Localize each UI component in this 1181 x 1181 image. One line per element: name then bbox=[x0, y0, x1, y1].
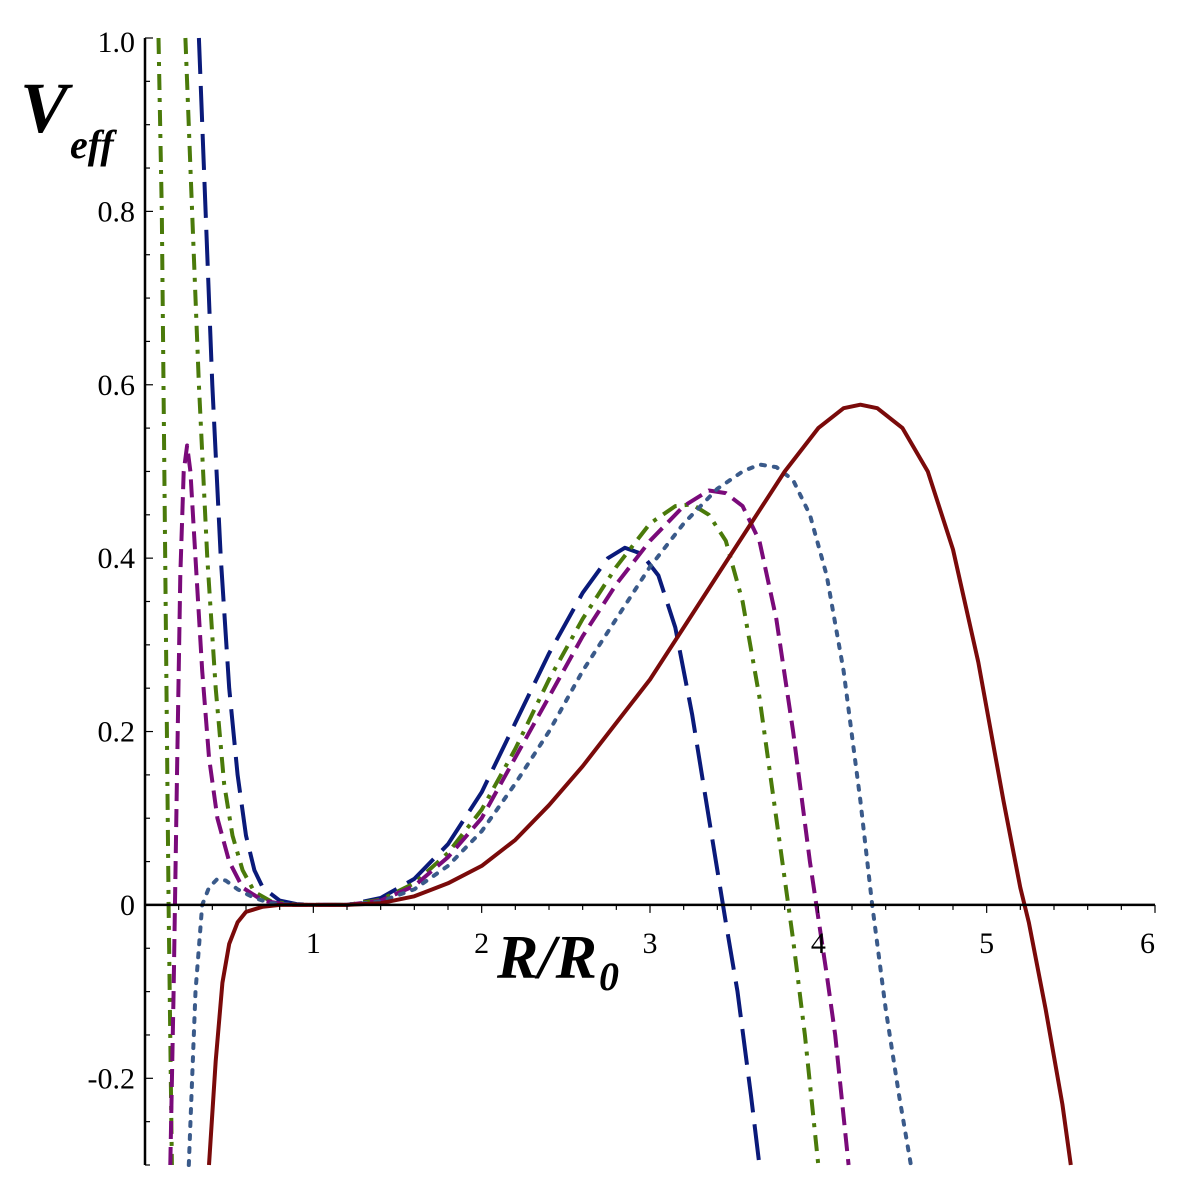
x-tick-label: 4 bbox=[811, 927, 826, 960]
y-tick-label: 0.6 bbox=[98, 369, 136, 402]
series-line-dash-dot bbox=[156, 37, 174, 1166]
y-tick-label: 0 bbox=[120, 889, 135, 922]
y-axis-title-sub: eff bbox=[70, 122, 117, 167]
y-tick-label: 1.0 bbox=[98, 26, 136, 59]
x-tick-label: 1 bbox=[306, 927, 321, 960]
series-line-dash bbox=[168, 443, 851, 1166]
y-axis-title: Veff bbox=[20, 68, 117, 167]
x-tick-label: 2 bbox=[474, 927, 489, 960]
x-tick-label: 6 bbox=[1140, 927, 1155, 960]
y-tick-label: 0.2 bbox=[98, 716, 136, 749]
x-axis-title: R/R0 bbox=[496, 924, 619, 999]
x-tick-label: 3 bbox=[643, 927, 658, 960]
y-tick-label: 0.8 bbox=[98, 195, 136, 228]
series-line-solid bbox=[207, 402, 1073, 1166]
x-tick-label: 5 bbox=[979, 927, 994, 960]
series-line-dot bbox=[186, 462, 913, 1167]
y-axis-title-main: V bbox=[20, 68, 73, 148]
series-line-dash-dot bbox=[183, 37, 821, 1166]
y-tick-label: -0.2 bbox=[88, 1062, 136, 1095]
tick-labels-group: 1 2 3 4 5 6 -0.2 0 0.2 0.4 0.6 0.8 1.0 bbox=[88, 26, 1156, 1095]
x-axis-title-main: R/R bbox=[496, 924, 597, 992]
y-tick-label: 0.4 bbox=[98, 542, 136, 575]
data-series-group bbox=[156, 37, 1073, 1167]
x-axis-title-sub: 0 bbox=[599, 954, 619, 999]
series-line-long-dash bbox=[196, 37, 762, 1166]
tick-marks-group bbox=[145, 37, 1156, 1166]
